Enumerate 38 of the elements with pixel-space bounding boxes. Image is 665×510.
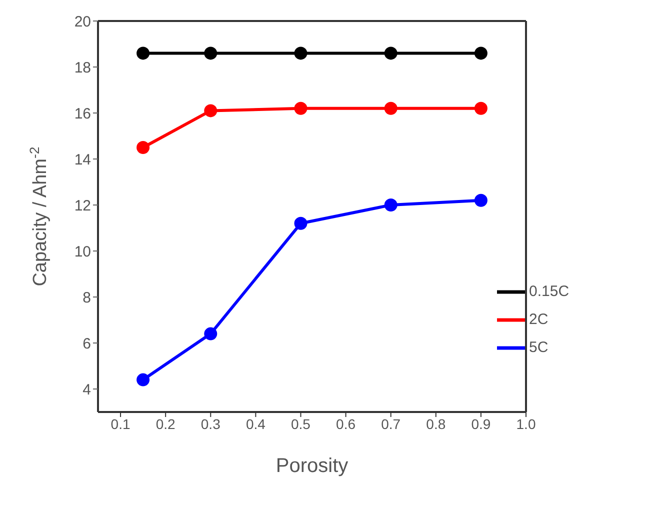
legend-label: 0.15C: [529, 283, 570, 300]
point: [204, 104, 218, 118]
x-tick-label: 0.4: [246, 416, 266, 432]
y-tick-label: 12: [74, 197, 91, 214]
point: [136, 373, 150, 386]
point: [294, 46, 308, 60]
x-tick-label: 0.5: [291, 416, 311, 432]
y-tick-label: 10: [74, 243, 91, 260]
y-tick-label: 8: [82, 289, 91, 306]
y-tick-label: 4: [82, 381, 91, 398]
x-axis-title: Porosity: [276, 455, 348, 477]
x-tick-label: 0.1: [110, 416, 130, 432]
x-tick-label: 0.8: [426, 416, 446, 432]
x-tick-label: 0.6: [336, 416, 356, 432]
point: [136, 46, 150, 60]
point: [204, 46, 218, 60]
y-tick-label: 18: [74, 59, 91, 76]
point: [294, 102, 308, 115]
point: [136, 141, 150, 154]
y-tick-label: 14: [74, 151, 91, 168]
legend-label: 2C: [529, 311, 548, 328]
point: [294, 216, 308, 230]
y-tick-label: 16: [74, 105, 91, 122]
point: [204, 327, 218, 340]
x-tick-label: 0.9: [471, 416, 491, 432]
point: [474, 194, 488, 207]
legend-label: 5C: [529, 339, 548, 356]
point: [384, 198, 398, 212]
point: [384, 102, 398, 115]
x-tick-label: 1.0: [516, 416, 536, 432]
point: [474, 46, 488, 60]
x-tick-label: 0.2: [156, 416, 176, 432]
point: [474, 102, 488, 115]
y-tick-label: 20: [74, 13, 91, 30]
x-tick-label: 0.7: [381, 416, 401, 432]
y-tick-label: 6: [82, 335, 91, 352]
x-tick-label: 0.3: [200, 416, 221, 432]
point: [384, 46, 398, 60]
